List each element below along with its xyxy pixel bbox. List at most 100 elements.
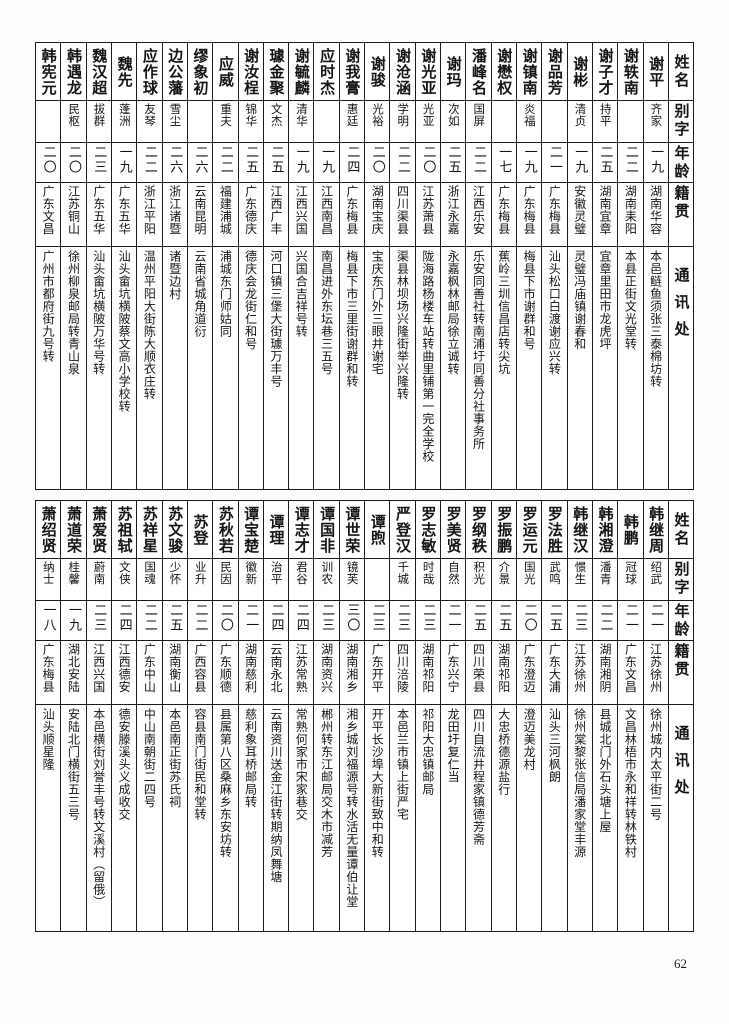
entry-age: 二四 [111, 601, 137, 641]
entry-age: 二二 [137, 143, 162, 183]
entry-age: 二一 [441, 601, 466, 641]
entry-age: 二三 [86, 143, 111, 183]
entry-native-place-text: 湖南衡山 [167, 643, 182, 693]
entry-name-text: 谭宝楚 [242, 506, 261, 554]
entry-native-place-text: 四川涪陵 [395, 643, 410, 693]
entry-age-text: 二二 [217, 145, 233, 175]
entry-name: 璩金聚 [263, 43, 289, 101]
entry-name: 缪象初 [187, 43, 213, 101]
entry-address-text: 蕉岭三圳信昌店转尖坑 [496, 250, 511, 375]
entry-age: 二二 [187, 601, 213, 641]
entry-age-text: 二六 [192, 145, 208, 175]
entry-name-text: 谢沧涵 [394, 48, 413, 96]
entry-alias-text: 炎福 [522, 103, 537, 127]
entry-name: 谭世荣 [339, 501, 365, 559]
entry-native-place: 湖南衡山 [162, 641, 187, 705]
entry-native-place: 浙江永嘉 [441, 183, 466, 247]
entry-alias: 惠廷 [339, 101, 365, 143]
entry-alias-text: 介景 [497, 561, 512, 585]
entry-alias: 文侠 [111, 559, 137, 601]
entry-address: 常熟何家市宋家巷交 [289, 705, 313, 931]
entry-age-text: 一九 [572, 145, 588, 175]
entry-alias: 文杰 [263, 101, 289, 143]
roster-entry-column: 苏秋若 民因 二〇 广东顺德 县属第八区桑麻乡东安坊转 [213, 501, 239, 931]
entry-name-text: 谭世荣 [343, 506, 362, 554]
entry-native-place: 福建浦城 [213, 183, 238, 247]
entry-native-place-text: 江西乐安 [471, 185, 486, 235]
entry-native-place: 四川渠县 [390, 183, 415, 247]
entry-age-text: 二二 [470, 145, 486, 175]
entry-native-place-text: 浙江诸暨 [167, 185, 182, 235]
roster-entry-column: 谢平 齐家 一九 湖南华容 本邑鲢鱼须张三泰棉坊转 [643, 43, 669, 489]
entry-name-text: 韩继周 [647, 506, 666, 554]
entry-age-text: 二二 [395, 145, 411, 175]
entry-address: 文昌林梧市永和祥转林铁村 [618, 705, 642, 931]
entry-alias-text: 国光 [522, 561, 537, 585]
roster-entry-column: 罗运元 国光 二〇 广东澄迈 澄迈美龙村 [516, 501, 543, 931]
entry-age-text: 一九 [65, 603, 81, 633]
entry-name-text: 谢我膏 [343, 48, 362, 96]
entry-native-place: 江苏徐州 [567, 641, 592, 705]
entry-address-text: 祁阳大忠镇邮局 [420, 708, 435, 796]
entry-native-place: 江苏常熟 [289, 641, 314, 705]
entry-address-text: 永嘉枫林邮局徐立诚转 [446, 250, 461, 375]
entry-name-text: 苏祖轼 [115, 506, 134, 554]
entry-address-text: 郴州转东江邮局交木市减芳 [319, 708, 334, 858]
roster-entry-column: 谢品芳 二一 广东梅县 汕头松口白渡谢应兴转 [542, 43, 568, 489]
entry-name-text: 萧爱贤 [90, 506, 109, 554]
entry-address-text: 湘乡城刘福源号转水活无量谭伯让堂 [344, 708, 359, 908]
entry-native-place-text: 广东五华 [117, 185, 132, 235]
entry-age-text: 一九 [648, 145, 664, 175]
entry-address-text: 本邑兰市镇上街严宅 [395, 708, 410, 821]
entry-address-text: 安陆北门横街五三号 [66, 708, 81, 821]
entry-age-text: 二二 [622, 145, 638, 175]
roster-table-bottom: 萧绍贤 纳士 一八 广东梅县 汕头顺星隆 萧道荣 桂馨 一九 湖北安陆 安陆北门横街五三号 萧爱贤蔚… [35, 500, 694, 932]
entry-alias-text: 时哉 [421, 561, 436, 585]
entry-age: 二〇 [415, 143, 440, 183]
entry-age: 二六 [162, 143, 187, 183]
roster-entry-column: 韩继汉 憬生 二三 江苏徐州 徐州棠黎张信局潘家堂丰源 [567, 501, 593, 931]
row-header-native-place: 籍贯 [668, 641, 694, 705]
entry-address: 本邑鲢鱼须张三泰棉坊转 [644, 247, 668, 489]
entry-address: 本邑横街刘誉丰号转文溪村（留俄） [87, 705, 111, 931]
entry-alias-text: 惠廷 [345, 103, 360, 127]
entry-name: 谢我膏 [339, 43, 365, 101]
entry-age-text: 二一 [622, 603, 638, 633]
roster-entry-column: 韩继周 绍武 二一 江苏徐州 徐州城内太平街二号 [643, 501, 669, 931]
entry-age: 二三 [86, 601, 111, 641]
entry-address-text: 本邑鲢鱼须张三泰棉坊转 [648, 250, 663, 388]
row-header-age: 年龄 [668, 143, 694, 183]
entry-alias: 君谷 [289, 559, 314, 601]
entry-alias-text: 重夫 [219, 103, 234, 127]
entry-alias: 时哉 [415, 559, 440, 601]
entry-age: 二三 [365, 601, 390, 641]
entry-address: 澄迈美龙村 [517, 705, 541, 931]
entry-alias-text: 拔群 [92, 103, 107, 127]
entry-age-text: 二二 [192, 603, 208, 633]
entry-address: 陇海路杨楼车站转曲里铺第一完全学校 [416, 247, 440, 489]
entry-age: 二三 [567, 601, 592, 641]
entry-name-text: 谢玛 [444, 56, 463, 88]
entry-address: 蕉岭三圳信昌店转尖坑 [492, 247, 516, 489]
entry-name: 潘峰名 [466, 43, 491, 101]
roster-entry-column: 谢光亚 光亚 二〇 江苏萧县 陇海路杨楼车站转曲里铺第一完全学校 [415, 43, 441, 489]
entry-native-place: 江西乐安 [466, 183, 491, 247]
entry-alias [36, 101, 61, 143]
entry-native-place-text: 四川荣县 [471, 643, 486, 693]
roster-entry-column: 缪象初 二六 云南昆明 云南省城角道衍 [187, 43, 214, 489]
row-header-age-text: 年龄 [672, 603, 691, 639]
roster-entry-column: 边公藩 雪尘 二六 浙江诸暨 诸暨边村 [162, 43, 188, 489]
entry-native-place: 广东梅县 [36, 641, 61, 705]
row-header-alias: 别字 [668, 559, 694, 601]
entry-name: 苏文骏 [162, 501, 187, 559]
entry-address-text: 汕头顺星隆 [41, 708, 56, 771]
entry-address-text: 诸暨边村 [167, 250, 182, 300]
entry-address-text: 宜章里田市龙虎坪 [598, 250, 613, 350]
entry-name: 谢光亚 [415, 43, 440, 101]
entry-age-text: 一九 [116, 145, 132, 175]
entry-name-text: 谢懋权 [495, 48, 514, 96]
row-header-column: 姓名 别字 年龄 籍贯 通讯处 [668, 501, 694, 931]
entry-alias [542, 101, 567, 143]
entry-address: 大忠桥德源盐行 [492, 705, 516, 931]
entry-age-text: 一八 [40, 603, 56, 633]
